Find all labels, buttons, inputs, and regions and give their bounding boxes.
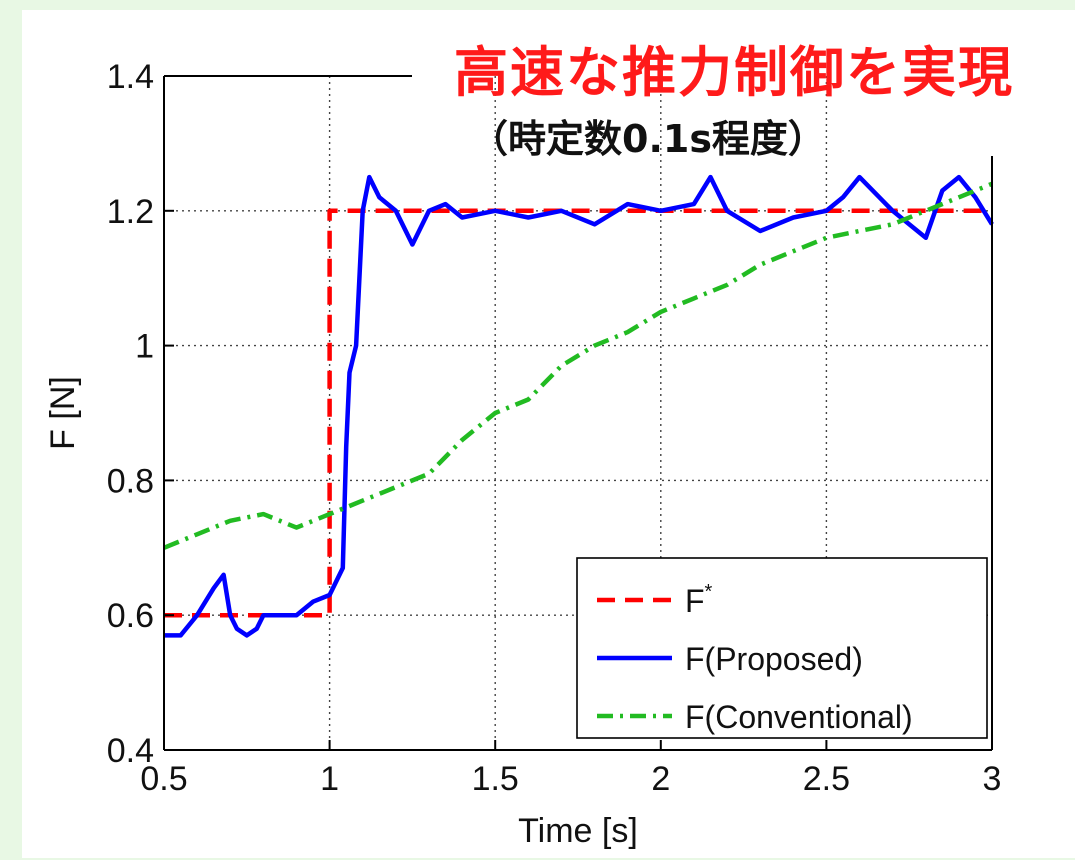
x-axis-label: Time [s] [518,812,638,850]
series-line-f-conventional [163,181,993,550]
x-tick-label: 2 [651,760,670,798]
y-axis-label: F [N] [44,376,82,450]
y-tick-label: 1.2 [107,193,154,231]
legend-label-superscript: * [705,581,713,603]
figure-frame: 0.5 1 1.5 2 2.5 3 0.4 0.6 0.8 1 1.2 1.4 Time [s] F [N… [22,10,1075,858]
x-tick-label: 2.5 [803,760,850,798]
series-line-f [164,208,992,618]
x-tick-label: 1.5 [472,760,519,798]
x-tick-label: 3 [983,760,1002,798]
y-tick-label: 0.4 [107,732,154,770]
legend-box [576,557,988,739]
time-constant-annotation: （時定数0.1s程度） [470,117,826,161]
headline-annotation: 高速な推力制御を実現 [454,41,1014,104]
legend-label: F(Conventional) [685,699,913,735]
line-chart: 0.5 1 1.5 2 2.5 3 0.4 0.6 0.8 1 1.2 1.4 Time [s] F [N… [44,58,1002,850]
x-tick-label: 1 [320,760,339,798]
y-tick-label: 1 [135,328,154,366]
series-line-f-proposed [164,174,994,638]
y-tick-label: 1.4 [107,58,154,96]
y-tick-label: 0.8 [107,462,154,500]
y-tick-label: 0.6 [107,597,154,635]
x-tick-label: 0.5 [140,760,187,798]
legend-label: F(Proposed) [685,641,863,677]
